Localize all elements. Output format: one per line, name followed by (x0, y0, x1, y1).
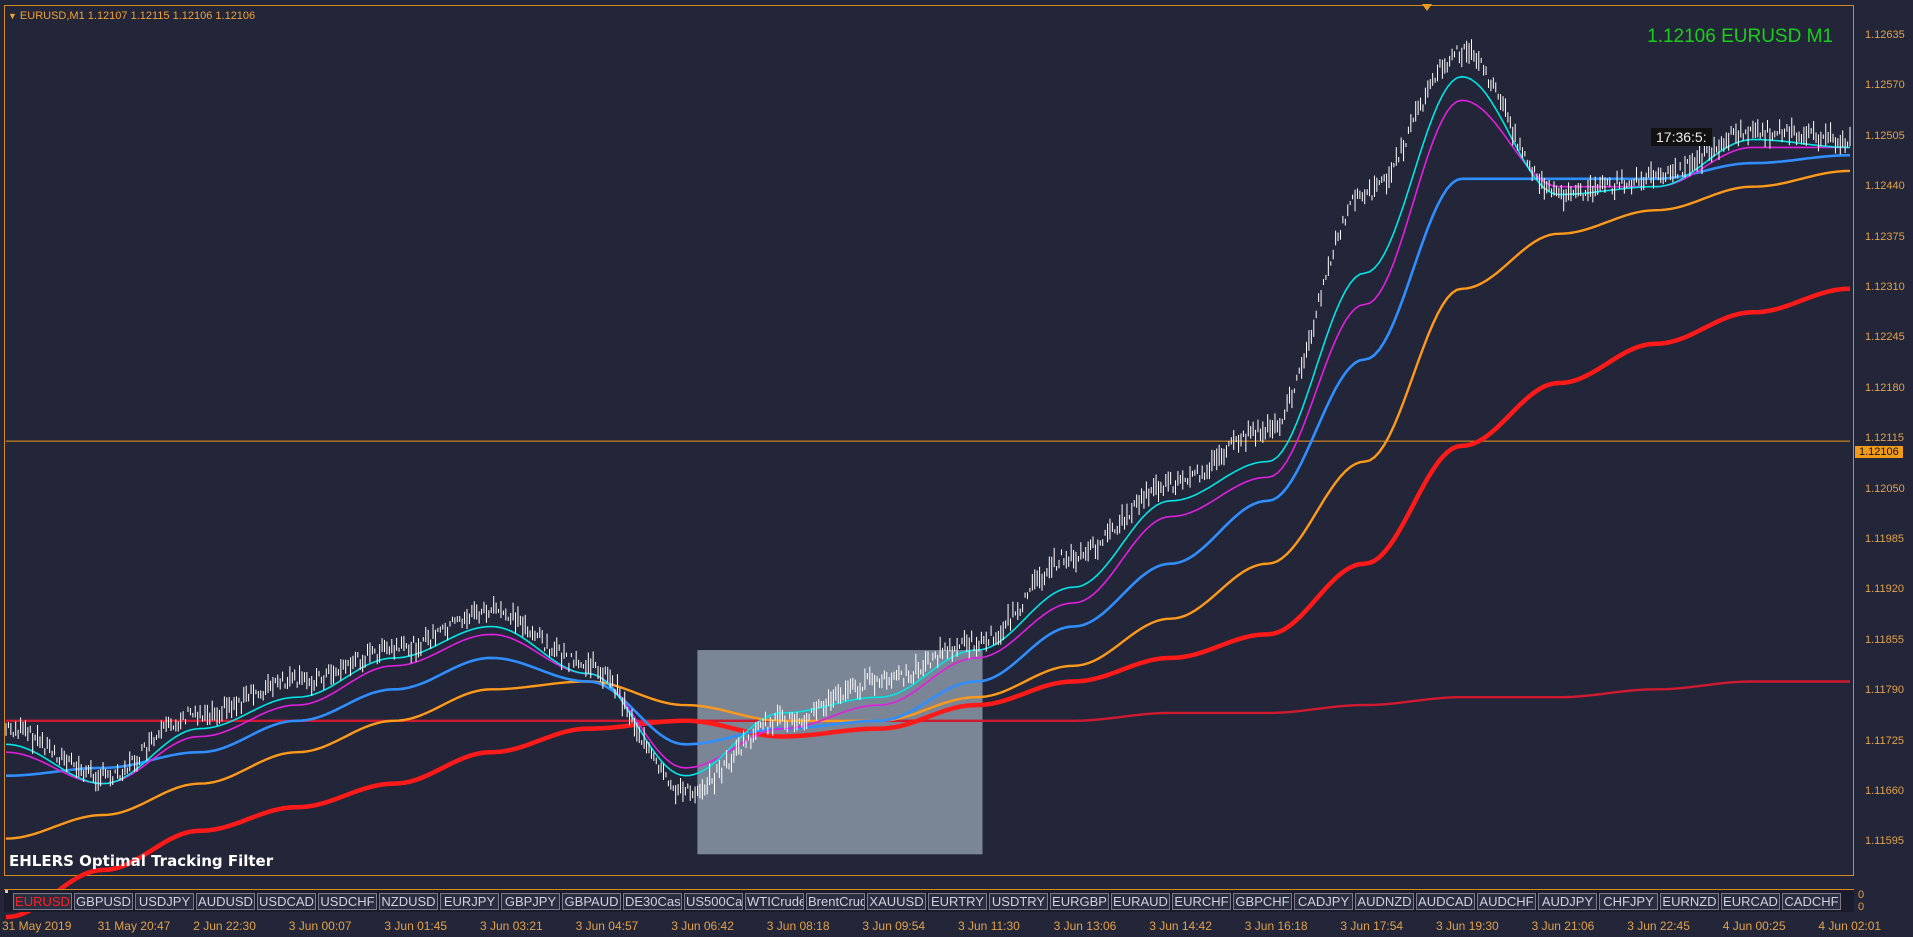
symbol-tab-eurchf[interactable]: EURCHF (1172, 893, 1231, 910)
time-axis: 31 May 2019 31 May 20:47 2 Jun 22:30 3 Jun … (0, 915, 1913, 937)
chart-frame (4, 5, 1854, 876)
price-axis-label: 1.12440 (1865, 180, 1905, 193)
symbol-tab-usdtry[interactable]: USDTRY (989, 893, 1048, 910)
symbol-tab-eurcad[interactable]: EURCAD (1721, 893, 1780, 910)
symbol-header: ▼ EURUSD,M1 1.12107 1.12115 1.12106 1.121… (8, 10, 255, 22)
time-axis-label: 31 May 2019 (2, 919, 72, 933)
price-axis-label: 1.11985 (1865, 533, 1904, 545)
symbol-tab-audusd[interactable]: AUDUSD (196, 893, 255, 910)
price-bars (5, 39, 1851, 805)
price-label: 1.12106 EURUSD M1 (1647, 26, 1833, 47)
time-axis-label: 31 May 20:47 (97, 919, 171, 933)
time-axis-label: 3 Jun 01:45 (384, 919, 448, 933)
symbol-tab-gbpchf[interactable]: GBPCHF (1233, 893, 1292, 910)
symbol-tab-audcad[interactable]: AUDCAD (1416, 893, 1475, 910)
chevron-down-icon[interactable]: ▼ (8, 11, 17, 21)
symbol-tab-audjpy[interactable]: AUDJPY (1538, 893, 1597, 910)
symbol-tab-usdjpy[interactable]: USDJPY (135, 893, 194, 910)
time-axis-label: 3 Jun 21:06 (1531, 919, 1595, 933)
symbol-tab-cadjpy[interactable]: CADJPY (1294, 893, 1353, 910)
price-axis-label: 1.12180 (1865, 381, 1905, 394)
time-axis-label: 2 Jun 22:30 (193, 919, 256, 933)
price-axis-label: 1.11660 (1865, 785, 1904, 797)
price-axis-label: 1.11595 (1865, 835, 1904, 848)
symbol-tab-euraud[interactable]: EURAUD (1111, 893, 1170, 910)
symbol-tab-gbpaud[interactable]: GBPAUD (562, 893, 621, 910)
red-line-series[interactable] (5, 286, 1851, 920)
symbol-tab-eurtry[interactable]: EURTRY (928, 893, 987, 910)
indicator-label: EHLERS Optimal Tracking Filter (9, 852, 274, 870)
time-axis-label: 3 Jun 13:06 (1053, 919, 1117, 933)
symbol-tab-wticrude[interactable]: WTICrude (745, 893, 804, 910)
subwindow-value-bottom: 0 (1858, 901, 1865, 913)
time-axis-label: 3 Jun 06:42 (671, 919, 734, 933)
price-axis-label: 1.11920 (1865, 583, 1904, 596)
symbol-tab-brentcrude[interactable]: BrentCrude (806, 893, 865, 910)
symbol-tab-xauusd[interactable]: XAUUSD (867, 893, 926, 910)
symbol-tab-eurnzd[interactable]: EURNZD (1660, 893, 1719, 910)
period-separator-marker (1422, 4, 1432, 11)
current-price-tag: 1.12106 (1855, 446, 1903, 458)
price-axis: 1.12635 1.12570 1.12505 1.12440 1.12375 1.123… (1855, 0, 1913, 937)
price-axis-label: 1.12570 (1865, 79, 1905, 92)
symbol-header-text: EURUSD,M1 1.12107 1.12115 1.12106 1.1210… (19, 10, 256, 22)
symbol-tab-eurjpy[interactable]: EURJPY (440, 893, 499, 910)
dark-red-line-series[interactable] (6, 680, 1850, 722)
price-axis-label: 1.11790 (1865, 684, 1904, 697)
price-axis-label: 1.12635 (1865, 29, 1905, 41)
time-axis-label: 3 Jun 16:18 (1244, 919, 1308, 933)
time-axis-label: 3 Jun 14:42 (1149, 919, 1212, 933)
symbol-tab-usdchf[interactable]: USDCHF (318, 893, 377, 910)
highlight-rectangle[interactable] (697, 650, 983, 855)
blue-line-series[interactable] (6, 153, 1851, 777)
subwindow-value-top: 0 (1858, 889, 1865, 901)
time-axis-label: 3 Jun 00:07 (288, 919, 352, 933)
time-axis-label: 3 Jun 19:30 (1436, 919, 1499, 933)
symbol-tab-eurgbp[interactable]: EURGBP (1050, 893, 1109, 910)
time-axis-label: 3 Jun 11:30 (958, 919, 1020, 933)
symbol-tab-us500cash[interactable]: US500Cash (684, 893, 743, 910)
time-axis-label: 4 Jun 00:25 (1722, 919, 1786, 933)
time-axis-label: 3 Jun 09:54 (862, 919, 926, 933)
time-axis-label: 3 Jun 03:21 (480, 919, 543, 933)
countdown-timer: 17:36:5: (1651, 128, 1712, 146)
magenta-line-series[interactable] (5, 99, 1850, 785)
symbol-tab-nzdusd[interactable]: NZDUSD (379, 893, 438, 910)
symbol-tab-audchf[interactable]: AUDCHF (1477, 893, 1536, 910)
price-axis-label: 1.12115 (1865, 432, 1904, 445)
symbol-tab-usdcad[interactable]: USDCAD (257, 893, 316, 910)
fast-filter-series[interactable] (5, 75, 1851, 785)
symbol-tab-chfjpy[interactable]: CHFJPY (1599, 893, 1658, 910)
symbol-tab-eurusd[interactable]: EURUSD (13, 893, 72, 910)
time-axis-label: 3 Jun 22:45 (1627, 919, 1690, 933)
symbol-tab-audnzd[interactable]: AUDNZD (1355, 893, 1414, 910)
symbol-tab-gbpjpy[interactable]: GBPJPY (501, 893, 560, 910)
price-axis-label: 1.12245 (1865, 331, 1905, 344)
symbol-tab-de30cash[interactable]: DE30Cash (623, 893, 682, 910)
price-axis-label: 1.12310 (1865, 281, 1905, 293)
time-axis-label: 3 Jun 08:18 (766, 919, 830, 933)
tab-menu-icon[interactable] (5, 890, 8, 893)
time-axis-label: 3 Jun 04:57 (575, 919, 639, 933)
price-axis-label: 1.11855 (1865, 633, 1904, 646)
price-axis-label: 1.12375 (1865, 230, 1905, 243)
time-axis-label: 4 Jun 02:01 (1818, 919, 1882, 933)
price-axis-label: 1.11725 (1865, 734, 1904, 747)
symbol-tab-gbpusd[interactable]: GBPUSD (74, 893, 133, 910)
symbol-tab-bar: EURUSD GBPUSD USDJPY AUDUSD USDCAD USDCHF NZDU… (4, 889, 1854, 912)
orange-line-series[interactable] (5, 169, 1851, 840)
price-axis-label: 1.12050 (1865, 482, 1905, 495)
symbol-tab-cadchf[interactable]: CADCHF (1782, 893, 1841, 910)
price-axis-label: 1.12505 (1865, 129, 1905, 142)
time-axis-label: 3 Jun 17:54 (1340, 919, 1404, 933)
